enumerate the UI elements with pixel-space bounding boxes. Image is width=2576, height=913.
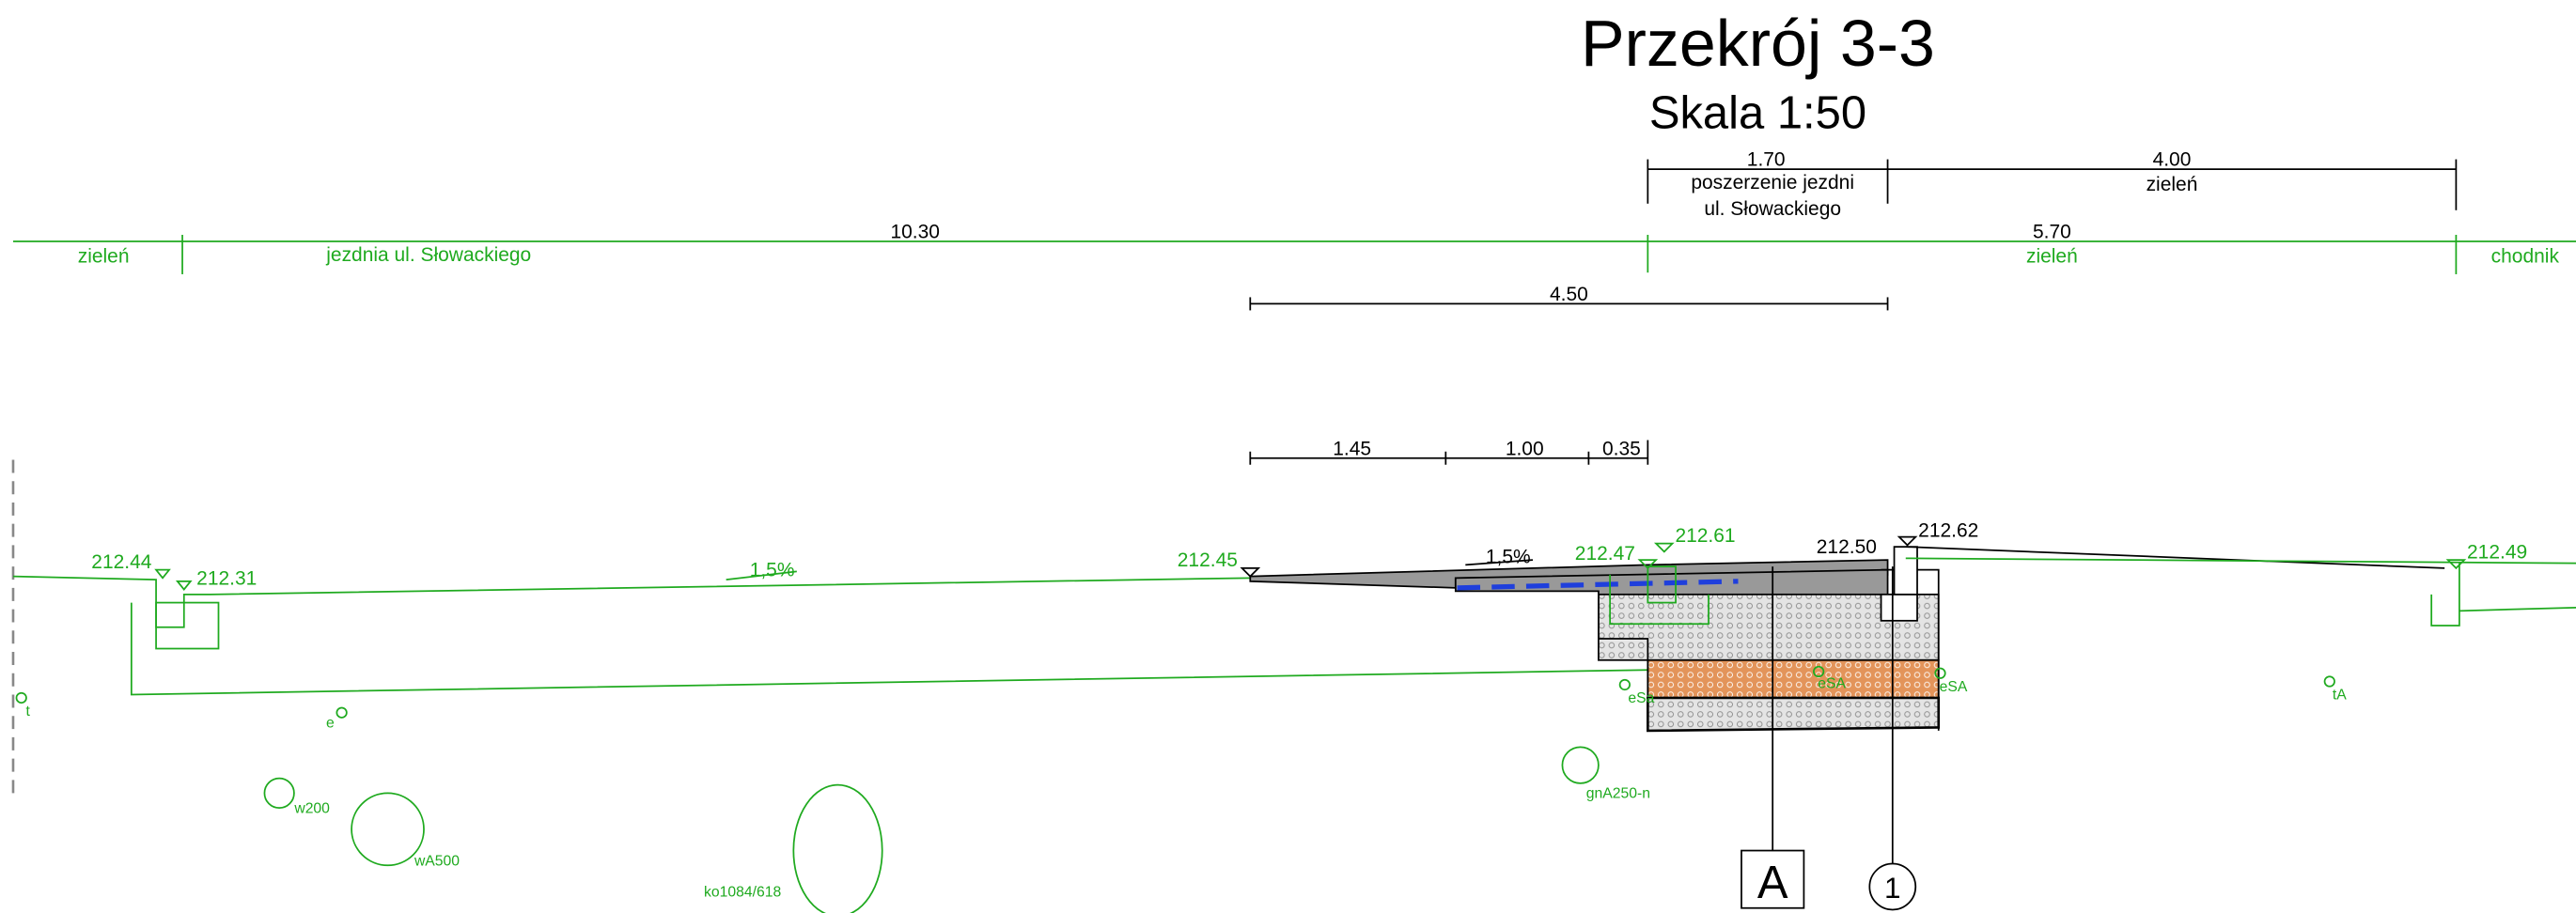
dim-value: 4.00 [2153, 149, 2192, 171]
elevation: 212.47 [1575, 543, 1635, 565]
dim-value: 1.70 [1747, 149, 1786, 171]
slope: 1,5% [1486, 547, 1531, 568]
marker-label: A [1757, 858, 1788, 908]
title: Przekrój 3-3 [1581, 7, 1935, 80]
dim-value: 5.70 [2033, 222, 2071, 243]
elevation: 212.61 [1675, 525, 1735, 547]
utility-label: gnA250-n [1586, 786, 1650, 802]
dim-value: 1.00 [1506, 438, 1544, 459]
scale: Skala 1:50 [1649, 87, 1866, 138]
utility-label: eSa [1628, 690, 1654, 706]
utility-label: eSA [1940, 679, 1968, 695]
elevation: 212.49 [2467, 541, 2527, 563]
section [11, 459, 2576, 913]
dim-label: poszerzenie jezdni [1691, 172, 1854, 193]
dim-value: 4.50 [1550, 284, 1588, 305]
elevation: 212.31 [196, 567, 257, 589]
dim-value: 1.45 [1333, 438, 1371, 459]
utility-label: wA500 [414, 853, 460, 869]
utility-label: t [26, 704, 31, 720]
dim-label: zieleń [2147, 174, 2198, 195]
slope: 1,5% [750, 560, 795, 581]
zone-label: zieleń [2026, 246, 2078, 268]
elevation: 212.45 [1178, 549, 1238, 571]
zone-label: zieleń [78, 246, 130, 268]
utility-label: tA [2333, 688, 2347, 704]
marker-label: 1 [1884, 872, 1901, 905]
dim-label: ul. Słowackiego [1704, 198, 1841, 220]
utility-label: eSA [1818, 675, 1846, 691]
utility-label: ko1084/618 [704, 884, 781, 900]
zone-label: jezdnia ul. Słowackiego [325, 244, 531, 266]
utility-label: e [326, 715, 335, 731]
utility-label: w200 [293, 800, 330, 816]
dim-value: 0.35 [1602, 438, 1641, 459]
elevation: 212.50 [1817, 536, 1877, 558]
dimension-lines [12, 159, 2576, 465]
dim-value: 10.30 [890, 222, 939, 243]
elevation: 212.44 [91, 551, 151, 573]
zone-label: chodnik [2491, 246, 2560, 268]
elevation: 212.62 [1918, 520, 1978, 542]
